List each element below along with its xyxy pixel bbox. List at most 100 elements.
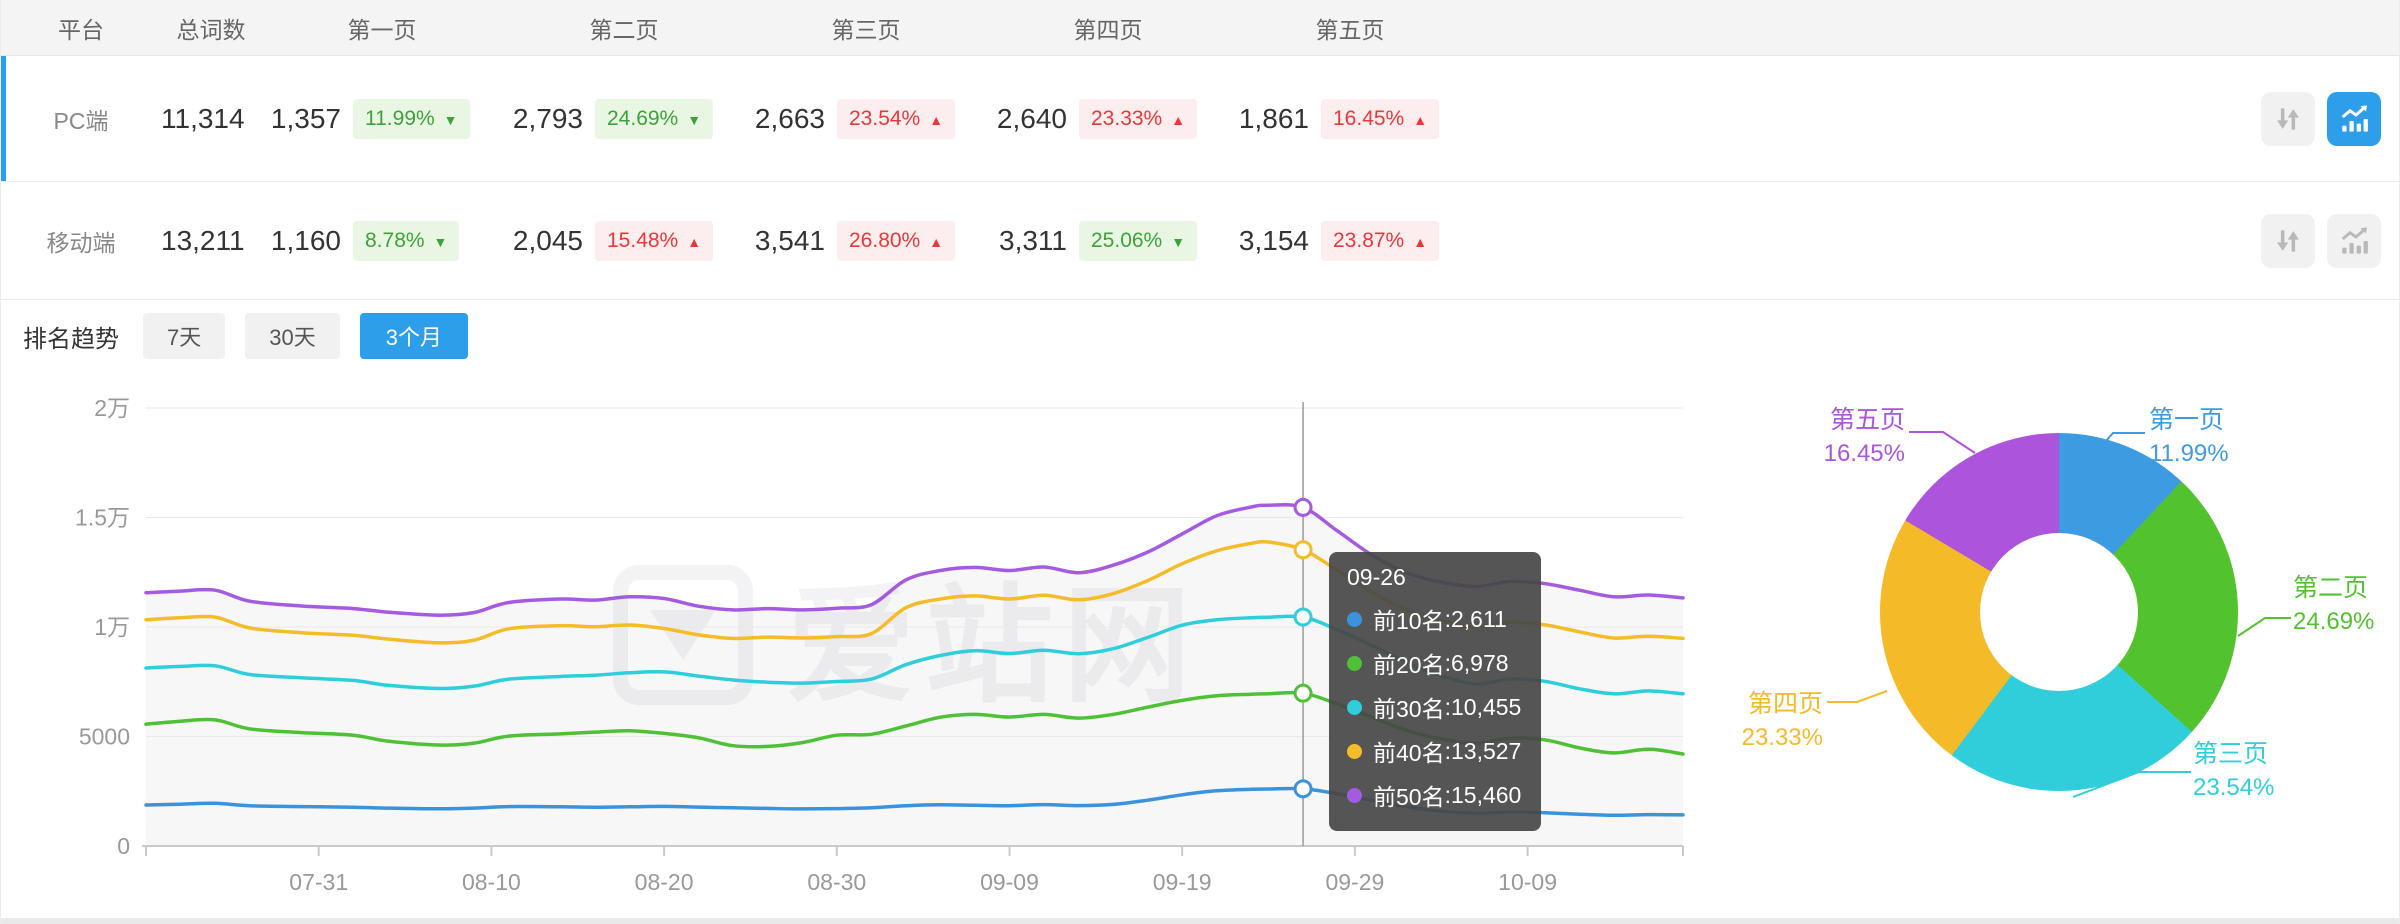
tooltip-sep: : [1444, 737, 1451, 764]
col-header-total: 总词数 [176, 16, 246, 43]
x-axis-label: 08-30 [807, 869, 866, 895]
selected-row-accent [1, 56, 6, 181]
page-count: 2,793 [512, 102, 583, 134]
trend-chart-button[interactable] [2327, 213, 2381, 268]
y-axis-label: 1.5万 [75, 505, 130, 531]
series-dot-icon [1347, 611, 1362, 627]
chart-icon [2341, 104, 2368, 132]
chart-tooltip: 09-26 前10名: 2,611 前20名: 6,978 前30名: 10,4… [1329, 552, 1542, 831]
page4-cell: 3,311 25.06% ▼ [987, 220, 1229, 261]
page-distribution-donut-chart[interactable] [1880, 433, 2238, 791]
change-pct: 23.33% [1091, 106, 1163, 130]
donut-hole [1980, 533, 2138, 691]
pie-label-name: 第一页 [2149, 406, 2225, 434]
change-pct: 25.06% [1091, 228, 1163, 252]
x-axis-label: 08-10 [462, 869, 521, 895]
trend-arrow-icon: ▼ [443, 111, 458, 128]
pie-label-name: 第五页 [1829, 406, 1905, 434]
rank-table-header: 平台 总词数 第一页 第二页 第三页 第四页 第五页 [1, 0, 2399, 56]
sort-button[interactable] [2261, 213, 2315, 268]
row-actions [1471, 91, 2399, 146]
page-count: 2,640 [996, 102, 1067, 134]
pie-label-pct: 23.33% [1741, 724, 1823, 751]
pie-label-pct: 24.69% [2293, 608, 2375, 635]
sort-arrows-icon [2277, 229, 2299, 252]
platform-label: PC端 [53, 107, 109, 134]
page1-cell: 1,357 11.99% ▼ [261, 98, 503, 139]
highlight-marker [1293, 497, 1313, 517]
highlight-marker [1293, 540, 1313, 560]
x-axis-label: 09-19 [1153, 869, 1212, 895]
pie-leader-page3 [2072, 771, 2191, 798]
col-header-platform: 平台 [58, 16, 104, 43]
col-header-page1: 第一页 [347, 16, 417, 43]
change-badge: 15.48% ▲ [595, 220, 714, 261]
pie-leader-page1 [2082, 432, 2145, 468]
change-pct: 23.87% [1333, 228, 1405, 252]
change-pct: 8.78% [365, 228, 425, 252]
pie-label-name: 第四页 [1747, 690, 1823, 718]
pie-label-page2: 第二页 24.69% [2293, 572, 2374, 638]
tooltip-label: 前50名 [1373, 784, 1445, 810]
highlight-marker [1293, 607, 1313, 627]
tooltip-date: 09-26 [1347, 564, 1406, 590]
tooltip-sep: : [1444, 693, 1451, 720]
page-count: 3,541 [754, 224, 825, 256]
tooltip-value: 15,460 [1450, 781, 1522, 808]
change-badge: 11.99% ▼ [353, 98, 470, 139]
pie-label-pct: 11.99% [2149, 440, 2229, 467]
pie-leader-page4 [1827, 690, 1888, 703]
series-dot-icon [1347, 787, 1362, 803]
series-dot-icon [1347, 743, 1362, 759]
bottom-edge [1, 918, 2399, 924]
sort-arrows-icon [2277, 107, 2299, 130]
trend-line-chart[interactable]: 0 5000 1万 1.5万 2万 07-31 08-10 08-20 08-30 09-09 09… [1, 372, 2400, 918]
tooltip-item: 前30名: 10,455 [1347, 685, 1521, 729]
page-count: 1,160 [270, 224, 341, 256]
table-row-mobile[interactable]: 移动端 13,211 1,160 8.78% ▼ 2,045 15.48% ▲ 3,… [1, 182, 2399, 300]
change-pct: 26.80% [849, 228, 921, 252]
highlight-marker [1293, 779, 1313, 799]
range-3m-button[interactable]: 3个月 [359, 313, 468, 359]
x-axis-label: 08-20 [635, 869, 694, 895]
range-30d-button[interactable]: 30天 [245, 313, 340, 359]
page-count: 2,045 [512, 224, 583, 256]
table-row-pc[interactable]: PC端 11,314 1,357 11.99% ▼ 2,793 24.69% ▼ 2… [1, 56, 2399, 182]
trend-toolbar: 排名趋势 7天 30天 3个月 [1, 300, 2399, 372]
page-count: 2,663 [754, 102, 825, 134]
page3-cell: 2,663 23.54% ▲ [745, 98, 987, 139]
pie-label-page3: 第三页 23.54% [2193, 738, 2274, 804]
y-axis-label: 2万 [94, 395, 130, 421]
trend-arrow-icon: ▲ [1413, 233, 1428, 250]
range-7d-button[interactable]: 7天 [143, 313, 226, 359]
series-dot-icon [1347, 699, 1362, 715]
change-badge: 26.80% ▲ [837, 220, 956, 261]
highlight-marker [1293, 683, 1313, 703]
trend-arrow-icon: ▲ [1413, 111, 1428, 128]
change-badge: 25.06% ▼ [1079, 220, 1198, 261]
tooltip-item: 前40名: 13,527 [1347, 729, 1521, 773]
change-pct: 16.45% [1333, 106, 1405, 130]
trend-chart-button[interactable] [2327, 91, 2381, 146]
tooltip-label: 前40名 [1373, 740, 1445, 766]
page-count: 3,311 [999, 224, 1067, 256]
tooltip-value: 13,527 [1450, 737, 1522, 764]
series-dot-icon [1347, 655, 1362, 671]
x-axis-label: 09-09 [980, 869, 1039, 895]
change-badge: 16.45% ▲ [1321, 98, 1440, 139]
trend-arrow-icon: ▼ [1171, 233, 1186, 250]
change-badge: 8.78% ▼ [353, 220, 460, 261]
tooltip-sep: : [1444, 605, 1451, 632]
y-axis-label: 5000 [79, 724, 130, 750]
change-badge: 24.69% ▼ [595, 98, 714, 139]
pie-label-page4: 第四页 23.33% [1691, 688, 1823, 754]
trend-arrow-icon: ▲ [687, 233, 702, 250]
page5-cell: 3,154 23.87% ▲ [1229, 220, 1471, 261]
pie-label-name: 第二页 [2293, 574, 2369, 602]
tooltip-value: 6,978 [1450, 649, 1509, 676]
pie-leader-page2 [2237, 617, 2291, 637]
change-badge: 23.54% ▲ [837, 98, 956, 139]
col-header-page3: 第三页 [831, 16, 901, 43]
sort-button[interactable] [2261, 91, 2315, 146]
x-axis-label: 07-31 [289, 869, 348, 895]
